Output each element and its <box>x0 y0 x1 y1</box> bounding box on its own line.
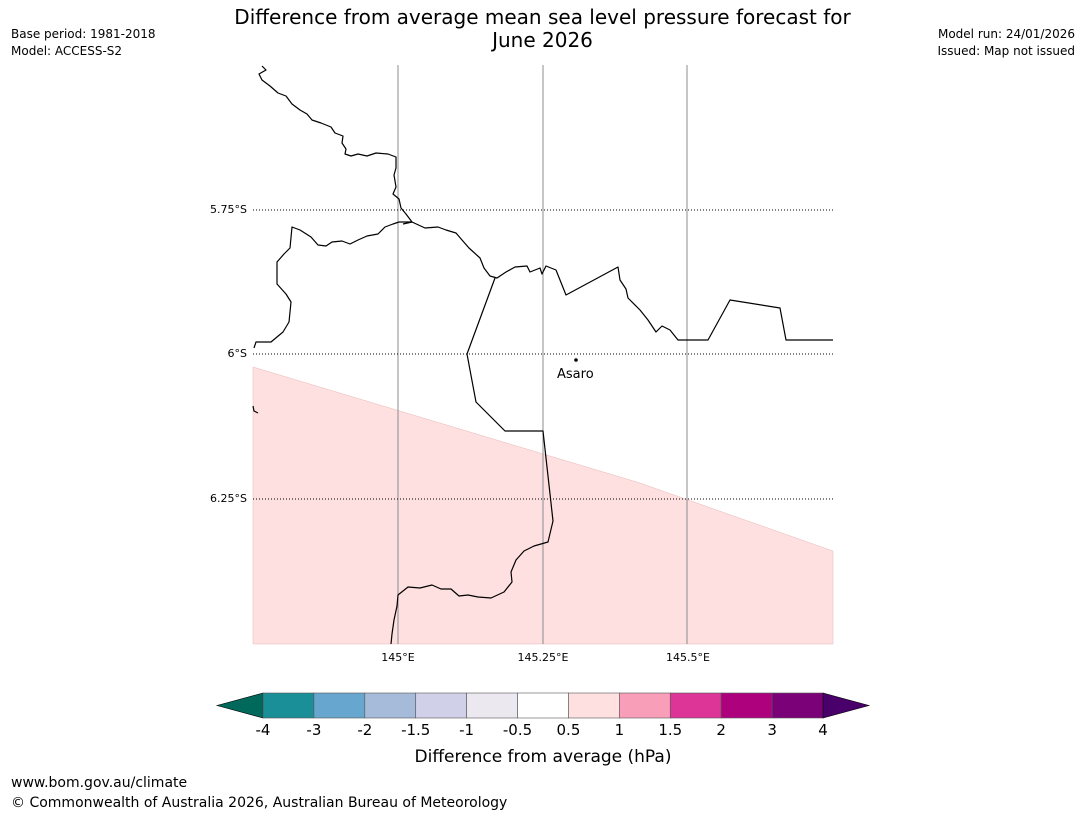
colorbar-bin <box>313 692 366 719</box>
colorbar-tick-label: 4 <box>818 721 828 739</box>
base-period: Base period: 1981-2018 <box>11 27 156 41</box>
province-boundaries <box>252 65 833 645</box>
title-line-1: Difference from average mean sea level p… <box>234 5 851 29</box>
colorbar-bin <box>619 692 671 719</box>
colorbar-extend-low <box>215 692 264 719</box>
boundary-central <box>253 221 833 349</box>
colorbar-tick-label: -0.5 <box>503 721 532 739</box>
colorbar-bin <box>415 692 467 719</box>
colorbar-tick-label: 1.5 <box>658 721 682 739</box>
colorbar-bin <box>517 692 569 719</box>
footer-url[interactable]: www.bom.gov.au/climate <box>11 775 188 791</box>
model-name: Model: ACCESS-S2 <box>11 44 123 58</box>
issued-status: Issued: Map not issued <box>937 44 1075 58</box>
colorbar-tick-label: 2 <box>716 721 726 739</box>
lon-label-145-25e: 145.25°E <box>518 651 569 664</box>
colorbar-tick-label: -1.5 <box>401 721 430 739</box>
colorbar <box>215 692 871 719</box>
colorbar-tick-label: -3 <box>306 721 321 739</box>
lat-label-6s: 6°S <box>228 347 247 360</box>
metadata-right: Model run: 24/01/2026 Issued: Map not is… <box>937 26 1075 60</box>
colorbar-bin <box>364 692 417 719</box>
lat-label-6-25s: 6.25°S <box>210 492 247 505</box>
colorbar-tick-label: 1 <box>615 721 625 739</box>
metadata-left: Base period: 1981-2018 Model: ACCESS-S2 <box>11 26 156 60</box>
title-line-2: June 2026 <box>492 28 593 52</box>
colorbar-label: Difference from average (hPa) <box>415 747 672 767</box>
colorbar-tick-label: -2 <box>357 721 372 739</box>
latitude-gridlines <box>253 209 833 500</box>
colorbar-extend-high <box>822 692 871 719</box>
footer-copyright: © Commonwealth of Australia 2026, Austra… <box>11 795 508 811</box>
colorbar-bin <box>568 692 620 719</box>
colorbar-bin <box>669 692 722 719</box>
boundary-north <box>258 65 413 225</box>
latitude-labels: 5.75°S 6°S 6.25°S <box>210 203 247 505</box>
colorbar-tick-label: 0.5 <box>557 721 581 739</box>
lon-label-145-5e: 145.5°E <box>666 651 710 664</box>
map-title: Difference from average mean sea level p… <box>0 6 1085 52</box>
lon-label-145e: 145°E <box>381 651 414 664</box>
colorbar-bin <box>262 692 315 719</box>
boundary-western-highlands-edge <box>390 277 554 645</box>
lat-label-5-75s: 5.75°S <box>210 203 247 216</box>
boundary-fragment <box>252 405 259 414</box>
colorbar-tick-label: -1 <box>459 721 474 739</box>
colorbar-tick-label: -4 <box>256 721 271 739</box>
longitude-labels: 145°E 145.25°E 145.5°E <box>381 651 710 664</box>
asaro-marker <box>574 358 578 362</box>
asaro-label: Asaro <box>557 367 594 382</box>
model-run: Model run: 24/01/2026 <box>937 27 1075 41</box>
colorbar-bin <box>720 692 773 719</box>
colorbar-tick-label: 3 <box>767 721 777 739</box>
colorbar-bin <box>466 692 518 719</box>
colorbar-bin <box>771 692 824 719</box>
colorbar-ticks: -4 -3 -2 -1.5 -1 -0.5 0.5 1 1.5 2 3 4 <box>256 721 828 739</box>
